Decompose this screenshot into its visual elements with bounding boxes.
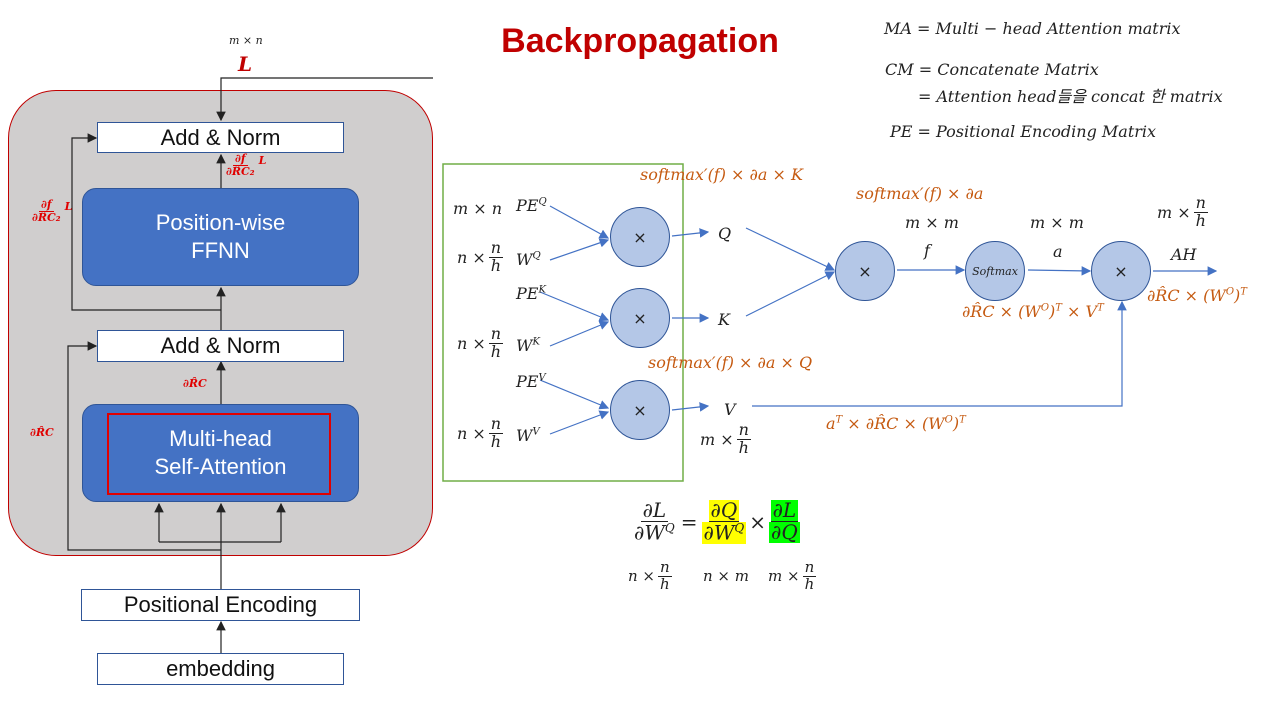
positional-encoding-box: Positional Encoding [81, 589, 360, 621]
equation-dim-2: n × m [703, 567, 749, 585]
pe-v-label: PEV [516, 372, 546, 391]
v-label: V [724, 400, 736, 419]
legend-cm-description: = Attention head들을 concat 한 matrix [918, 87, 1223, 106]
grad-rc-center: ∂R̂C [183, 377, 207, 390]
ffnn-line-2: FFNN [191, 238, 250, 263]
mha-line-1: Multi-head [169, 426, 272, 451]
multiply-node-v: × [610, 380, 670, 440]
w-v-label: WV [516, 426, 540, 445]
w-q-label: WQ [516, 250, 541, 269]
multiply-node-av: × [1091, 241, 1151, 301]
grad-a-label: ∂R̂C × (WO)T × VT [962, 302, 1104, 321]
ffnn-block: Position-wise FFNN [82, 188, 359, 286]
multi-head-attention-block: Multi-head Self-Attention [82, 404, 359, 502]
grad-f-label: softmax′(f) × ∂a [856, 184, 984, 203]
grad-v-label: aT × ∂R̂C × (WO)T [826, 414, 966, 433]
grad-rc-residual: ∂R̂C [30, 426, 54, 439]
add-norm-top: Add & Norm [97, 122, 344, 153]
grad-q-label: softmax′(f) × ∂a × K [640, 165, 803, 184]
pe-q-label: PEQ [516, 196, 547, 215]
legend-cm: CM = Concatenate Matrix [885, 60, 1099, 79]
k-label: K [718, 310, 730, 329]
ffnn-line-1: Position-wise [155, 210, 286, 235]
multiply-node-q: × [610, 207, 670, 267]
a-dimension: m × m [1030, 213, 1084, 232]
f-dimension: m × m [905, 213, 959, 232]
mha-line-2: Self-Attention [154, 454, 287, 479]
embedding-box: embedding [97, 653, 344, 685]
grad-ah-label: ∂R̂C × (WO)T [1147, 286, 1247, 305]
softmax-node: Softmax [965, 241, 1025, 301]
add-norm-mid: Add & Norm [97, 330, 344, 362]
pe-k-label: PEK [516, 284, 546, 303]
loss-label: L [238, 52, 253, 76]
q-label: Q [718, 224, 732, 243]
grad-k-label: softmax′(f) × ∂a × Q [648, 353, 813, 372]
page-title: Backpropagation [501, 22, 779, 60]
grad-f-residual: ∂f ∂R̂C₂ L [32, 198, 73, 224]
multiply-node-qk: × [835, 241, 895, 301]
legend-pe: PE = Positional Encoding Matrix [890, 122, 1157, 141]
highlight-rectangle [107, 413, 331, 495]
output-dimension: m × n [229, 34, 263, 47]
f-label: f [924, 241, 930, 260]
multiply-node-k: × [610, 288, 670, 348]
a-label: a [1053, 242, 1063, 261]
input-dimension: m × n [453, 199, 503, 218]
chain-rule-equation: ∂L ∂WQ = ∂Q ∂WQ × ∂L ∂Q [634, 498, 800, 545]
w-k-label: WK [516, 336, 540, 355]
legend-ma: MA = Multi − head Attention matrix [884, 19, 1181, 38]
grad-f-top: ∂f ∂R̂C₂ L [226, 152, 267, 178]
ah-label: AH [1171, 245, 1197, 264]
